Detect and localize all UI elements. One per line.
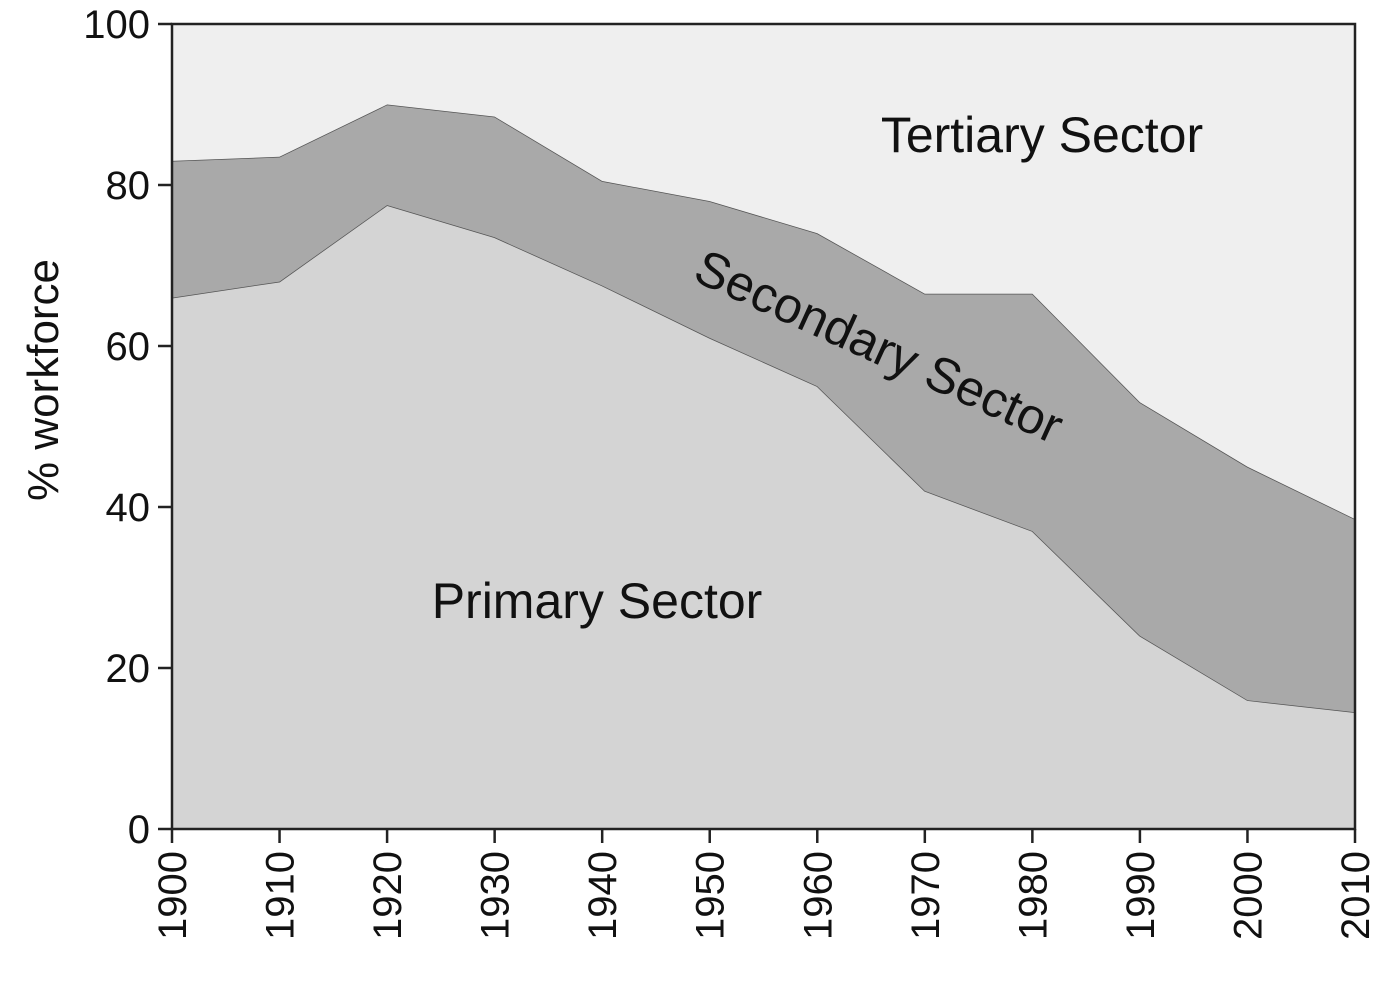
x-tick-label: 1980 [1011,851,1055,940]
area-tertiary-sector [172,24,1355,520]
x-tick-label: 1950 [689,851,733,940]
y-tick-label: 100 [83,3,150,47]
x-tick-label: 1920 [366,851,410,940]
x-tick-label: 2010 [1334,851,1378,940]
y-tick-label: 20 [106,647,151,691]
x-tick-label: 1930 [474,851,518,940]
y-axis-title: % workforce [19,259,68,501]
x-tick-label: 2000 [1226,851,1270,940]
y-tick-label: 40 [106,486,151,530]
x-tick-label: 1900 [151,851,195,940]
x-tick-label: 1990 [1119,851,1163,940]
x-tick-label: 1970 [904,851,948,940]
series-label-tertiary: Tertiary Sector [881,107,1203,163]
x-tick-label: 1910 [259,851,303,940]
x-tick-label: 1940 [581,851,625,940]
y-tick-label: 60 [106,325,151,369]
area-primary-sector [172,205,1355,830]
area-secondary-sector [172,104,1355,713]
x-tick-label: 1960 [796,851,840,940]
axes: 0 20 40 60 80 100 1900 1910 1920 1930 1940 1950 1960… [83,3,1378,940]
y-tick-label: 80 [106,164,151,208]
series-label-primary: Primary Sector [432,573,763,629]
area-layers [171,24,1356,830]
y-tick-label: 0 [128,808,150,852]
plot-frame [170,22,1357,831]
